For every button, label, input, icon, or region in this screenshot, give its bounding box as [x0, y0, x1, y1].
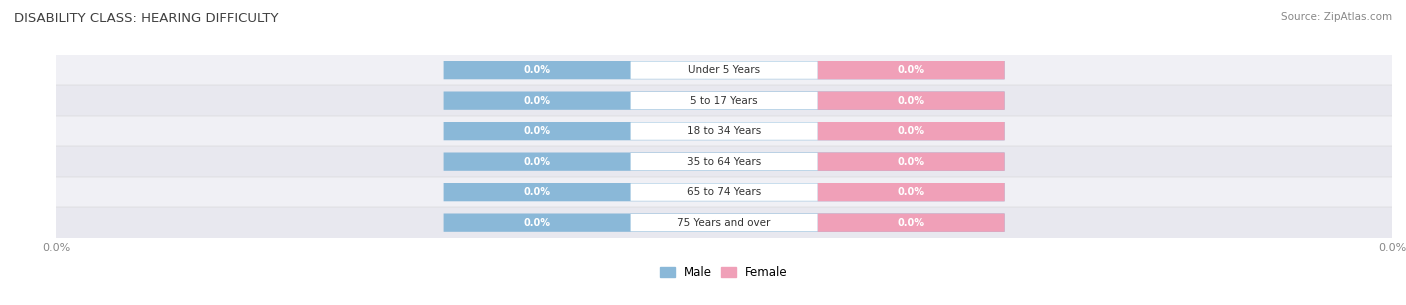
Text: 75 Years and over: 75 Years and over [678, 218, 770, 228]
FancyBboxPatch shape [818, 214, 1004, 232]
Bar [56, 146, 1392, 177]
FancyBboxPatch shape [444, 152, 1004, 171]
Text: 0.0%: 0.0% [897, 187, 925, 197]
Text: 0.0%: 0.0% [523, 126, 551, 136]
FancyBboxPatch shape [818, 122, 1004, 140]
FancyBboxPatch shape [630, 183, 818, 201]
Text: 0.0%: 0.0% [523, 187, 551, 197]
FancyBboxPatch shape [630, 62, 818, 79]
FancyBboxPatch shape [630, 214, 818, 231]
Text: 0.0%: 0.0% [897, 126, 925, 136]
FancyBboxPatch shape [444, 92, 1004, 110]
Text: 0.0%: 0.0% [523, 96, 551, 106]
FancyBboxPatch shape [818, 92, 1004, 110]
FancyBboxPatch shape [444, 183, 1004, 201]
FancyBboxPatch shape [444, 61, 1004, 79]
Bar [56, 177, 1392, 207]
Text: 5 to 17 Years: 5 to 17 Years [690, 96, 758, 106]
FancyBboxPatch shape [818, 183, 1004, 201]
Text: Under 5 Years: Under 5 Years [688, 65, 761, 75]
Text: 18 to 34 Years: 18 to 34 Years [688, 126, 761, 136]
Text: 0.0%: 0.0% [523, 218, 551, 228]
Bar [56, 85, 1392, 116]
FancyBboxPatch shape [630, 153, 818, 170]
Text: 0.0%: 0.0% [897, 157, 925, 167]
FancyBboxPatch shape [630, 123, 818, 140]
FancyBboxPatch shape [630, 92, 818, 109]
FancyBboxPatch shape [818, 61, 1004, 79]
Legend: Male, Female: Male, Female [661, 266, 787, 279]
Bar [56, 55, 1392, 85]
Text: 65 to 74 Years: 65 to 74 Years [688, 187, 761, 197]
Text: 0.0%: 0.0% [523, 157, 551, 167]
Text: 0.0%: 0.0% [523, 65, 551, 75]
Bar [56, 207, 1392, 238]
Text: 0.0%: 0.0% [897, 218, 925, 228]
Text: DISABILITY CLASS: HEARING DIFFICULTY: DISABILITY CLASS: HEARING DIFFICULTY [14, 12, 278, 25]
Text: 35 to 64 Years: 35 to 64 Years [688, 157, 761, 167]
Text: Source: ZipAtlas.com: Source: ZipAtlas.com [1281, 12, 1392, 22]
Text: 0.0%: 0.0% [897, 96, 925, 106]
Text: 0.0%: 0.0% [897, 65, 925, 75]
FancyBboxPatch shape [444, 122, 1004, 140]
FancyBboxPatch shape [444, 214, 1004, 232]
FancyBboxPatch shape [818, 152, 1004, 171]
Bar [56, 116, 1392, 146]
